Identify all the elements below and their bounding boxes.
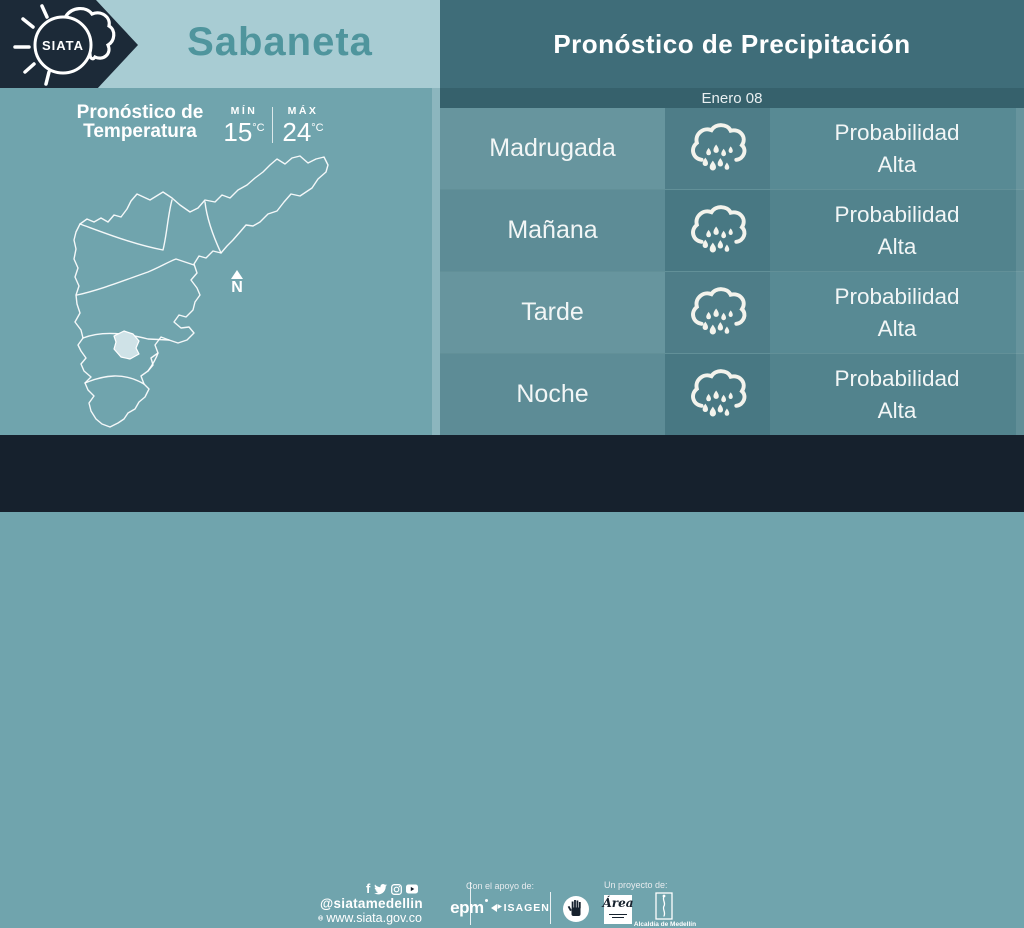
probability-line2: Alta <box>877 233 917 259</box>
temperature-panel <box>0 88 432 435</box>
north-compass: N <box>226 270 248 296</box>
rain-cloud-icon <box>690 204 746 254</box>
facebook-icon[interactable]: f <box>366 881 371 896</box>
alcaldia-medellin-logo <box>655 892 673 920</box>
max-unit: °C <box>311 122 324 134</box>
map-municipal-border <box>76 258 195 296</box>
probability-cell: Probabilidad Alta <box>770 354 1024 435</box>
youtube-icon[interactable] <box>406 884 419 894</box>
max-temperature: MÁX 24°C <box>277 105 329 148</box>
right-edge-strip <box>1016 108 1024 435</box>
badge-arrow-shape <box>0 0 138 90</box>
isagen-logo: ISAGEN <box>490 902 550 914</box>
map-municipal-border <box>204 201 222 254</box>
period-label: Tarde <box>440 272 665 353</box>
social-icons: f <box>366 881 422 896</box>
forecast-row-manana: Mañana Probabilidad Alta <box>440 189 1024 271</box>
period-label: Noche <box>440 354 665 435</box>
area-logo-caption-bar <box>609 913 627 915</box>
siata-logo-icon <box>13 4 116 86</box>
probability-cell: Probabilidad Alta <box>770 108 1024 189</box>
aburra-valley-map <box>73 155 329 428</box>
precipitation-header: Pronóstico de Precipitación <box>440 0 1024 88</box>
max-label: MÁX <box>287 105 319 117</box>
epm-logo-text: epm <box>450 898 484 917</box>
alcaldia-caption: Alcaldía de Medellín <box>633 921 697 928</box>
project-label: Un proyecto de: <box>604 880 668 890</box>
north-arrow-icon <box>231 270 243 279</box>
probability-line2: Alta <box>877 397 917 423</box>
min-max-divider <box>272 107 273 143</box>
siata-badge: SIATA <box>0 0 138 90</box>
temperature-title-line1: Pronóstico de <box>76 102 204 123</box>
min-label: MÍN <box>230 105 258 117</box>
probability-line1: Probabilidad <box>834 283 960 309</box>
hand-seal-logo <box>563 896 589 922</box>
rain-cloud-icon <box>690 122 746 172</box>
min-unit: °C <box>252 122 265 134</box>
isagen-mark-icon <box>490 904 502 912</box>
rain-cloud-icon <box>690 286 746 336</box>
period-label: Mañana <box>440 190 665 271</box>
epm-logo-dot <box>484 899 488 902</box>
icon-cell <box>665 190 770 271</box>
support-label: Con el apoyo de: <box>465 881 535 891</box>
station-title: Sabaneta <box>187 20 373 64</box>
probability-line1: Probabilidad <box>834 365 960 391</box>
footer-divider <box>550 892 551 924</box>
map-municipal-border <box>79 199 173 251</box>
map-outer-boundary <box>73 155 329 428</box>
map-highlight-sabaneta <box>113 330 140 360</box>
icon-cell <box>665 108 770 189</box>
website-text: www.siata.gov.co <box>326 911 422 925</box>
globe-icon <box>318 915 324 921</box>
area-logo-script: Área <box>602 896 634 910</box>
instagram-icon[interactable] <box>391 883 403 895</box>
probability-line1: Probabilidad <box>834 119 960 145</box>
probability-cell: Probabilidad Alta <box>770 272 1024 353</box>
date-band: Enero 08 <box>440 88 1024 108</box>
icon-cell <box>665 354 770 435</box>
map-municipal-border <box>147 352 159 372</box>
max-value: 24 <box>282 117 312 147</box>
twitter-icon[interactable] <box>374 883 388 895</box>
probability-line2: Alta <box>877 315 917 341</box>
period-label: Madrugada <box>440 108 665 189</box>
epm-logo: epm <box>450 898 488 918</box>
footer: f @siatamedellin www.siata.gov.c <box>0 435 1024 928</box>
north-label: N <box>231 279 243 296</box>
precipitation-title: Pronóstico de Precipitación <box>553 28 911 59</box>
sponsor-logos: epm ISAGEN <box>448 898 552 918</box>
website-link[interactable]: www.siata.gov.co <box>318 911 422 925</box>
probability-cell: Probabilidad Alta <box>770 190 1024 271</box>
social-handle[interactable]: @siatamedellin <box>320 896 423 911</box>
min-value: 15 <box>223 117 253 147</box>
probability-line1: Probabilidad <box>834 201 960 227</box>
area-logo-caption-bar <box>612 916 624 918</box>
temperature-title-line2: Temperatura <box>83 121 197 142</box>
temperature-values: MÍN 15°C MÁX 24°C <box>218 105 338 148</box>
temperature-title: Pronóstico de Temperatura <box>66 103 214 141</box>
probability-line2: Alta <box>877 151 917 177</box>
forecast-row-tarde: Tarde Probabilidad Alta <box>440 271 1024 353</box>
rain-cloud-icon <box>690 368 746 418</box>
siata-logo-text: SIATA <box>42 38 84 53</box>
isagen-logo-text: ISAGEN <box>503 902 550 914</box>
min-temperature: MÍN 15°C <box>218 105 270 148</box>
forecast-row-noche: Noche Probabilidad Alta <box>440 353 1024 435</box>
icon-cell <box>665 272 770 353</box>
forecast-date: Enero 08 <box>701 89 763 107</box>
map-municipal-border <box>84 375 145 385</box>
panel-gutter <box>432 88 440 435</box>
area-metropolitana-logo: Área <box>602 895 634 924</box>
forecast-table: Madrugada Probabilidad Alta Mañana Proba… <box>440 108 1024 435</box>
forecast-row-madrugada: Madrugada Probabilidad Alta <box>440 108 1024 189</box>
